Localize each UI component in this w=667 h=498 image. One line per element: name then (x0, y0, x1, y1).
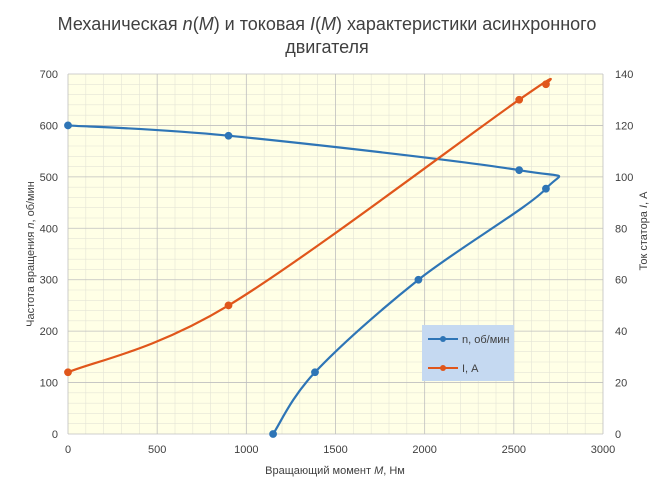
chart-title-line2: двигателя (285, 37, 369, 57)
y2-axis-tick-labels: 0 20 40 60 80 100 120 140 (615, 69, 633, 441)
x-tick-label: 2500 (502, 444, 526, 456)
series-point (414, 275, 423, 284)
y-tick-label: 500 (40, 172, 58, 184)
series-point (224, 131, 233, 140)
x-tick-label: 500 (148, 444, 166, 456)
y2-tick-label: 0 (615, 429, 621, 441)
y-tick-label: 700 (40, 69, 58, 81)
series-1 (64, 77, 552, 377)
y2-tick-label: 60 (615, 275, 627, 287)
series-point (515, 166, 524, 175)
y-axis-tick-labels: 0 100 200 300 400 500 600 700 (40, 69, 58, 441)
series-point (515, 95, 524, 104)
x-tick-label: 2000 (412, 444, 436, 456)
series-0 (64, 121, 561, 438)
y-tick-label: 0 (52, 429, 58, 441)
series-point (542, 80, 550, 89)
x-axis-tick-labels: 0 500 1000 1500 2000 2500 3000 (65, 444, 615, 456)
y-tick-label: 600 (40, 120, 58, 132)
legend: n, об/мин I, А (422, 325, 514, 381)
y2-tick-label: 20 (615, 378, 627, 390)
x-tick-label: 3000 (591, 444, 615, 456)
legend-marker-i (440, 365, 446, 371)
major-grid (67, 73, 604, 435)
y-tick-label: 200 (40, 326, 58, 338)
x-tick-label: 1500 (323, 444, 347, 456)
y2-axis-title: Ток статора I, А (638, 191, 650, 271)
y2-tick-label: 100 (615, 172, 633, 184)
series-layer (64, 77, 561, 438)
legend-label-i: I, А (462, 363, 479, 375)
x-tick-label: 1000 (234, 444, 258, 456)
legend-label-n: n, об/мин (462, 334, 510, 346)
series-point (269, 430, 277, 438)
y-tick-label: 300 (40, 275, 58, 287)
y2-tick-label: 80 (615, 223, 627, 235)
legend-marker-n (440, 336, 446, 342)
y2-tick-label: 140 (615, 69, 633, 81)
y-axis-title: Частота вращения n, об/мин (25, 181, 37, 327)
y2-tick-label: 120 (615, 120, 633, 132)
y-tick-label: 400 (40, 223, 58, 235)
series-point (64, 368, 72, 377)
y-tick-label: 100 (40, 378, 58, 390)
x-axis-title: Вращающий момент M, Нм (265, 465, 405, 477)
y2-tick-label: 40 (615, 326, 627, 338)
series-point (542, 184, 550, 193)
series-point (311, 368, 319, 377)
legend-background (422, 325, 514, 381)
chart-title-line1: Механическая n(M) и токовая I(M) характе… (58, 14, 597, 34)
series-point (224, 301, 233, 310)
x-tick-label: 0 (65, 444, 71, 456)
series-line (67, 77, 552, 374)
series-point (64, 121, 72, 130)
